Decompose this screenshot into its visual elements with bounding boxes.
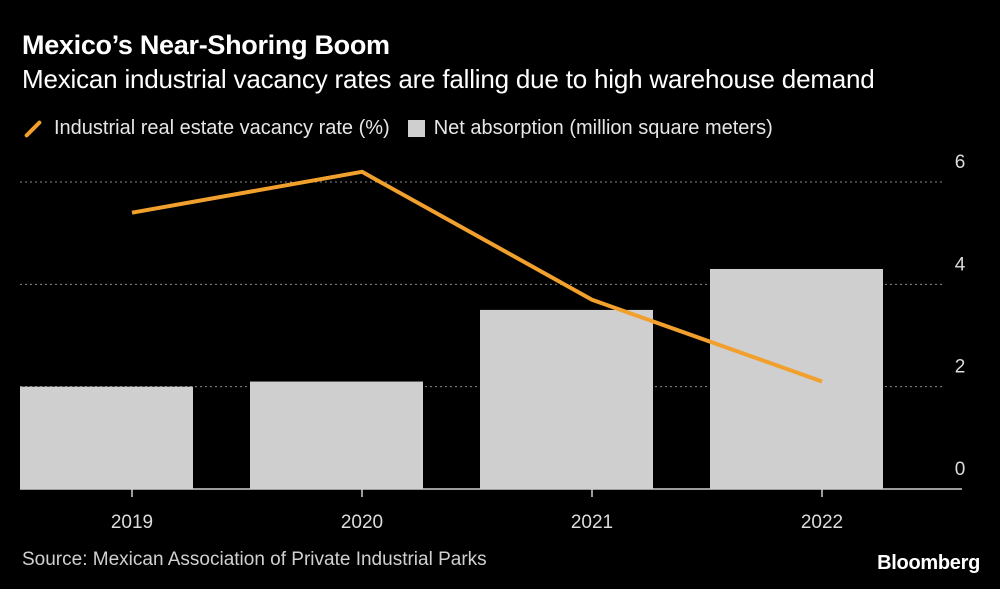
chart-subtitle: Mexican industrial vacancy rates are fal… [22, 64, 875, 94]
chart-title: Mexico’s Near-Shoring Boom [22, 30, 390, 60]
source-note: Source: Mexican Association of Private I… [22, 549, 487, 570]
x-tick-label: 2022 [801, 512, 843, 533]
y-tick-label: 0 [955, 459, 966, 480]
x-tick-label: 2019 [111, 512, 153, 533]
y-tick-label: 4 [955, 254, 966, 275]
legend-box-swatch [407, 120, 425, 137]
bar [250, 381, 423, 489]
y-tick-label: 2 [955, 357, 966, 378]
legend-label-vacancy: Industrial real estate vacancy rate (%) [54, 117, 390, 139]
vacancy-rate-line [131, 169, 823, 384]
legend-label-absorption: Net absorption (million square meters) [433, 117, 773, 139]
x-tick-label: 2021 [571, 512, 613, 533]
bar [20, 386, 193, 489]
bar [710, 268, 883, 489]
y-tick-label: 6 [955, 152, 966, 173]
legend: Industrial real estate vacancy rate (%) … [22, 117, 791, 140]
bar [480, 309, 653, 489]
bloomberg-logo: Bloomberg [877, 552, 980, 574]
x-tick-label: 2020 [341, 512, 383, 533]
legend-item-vacancy: Industrial real estate vacancy rate (%) [22, 117, 390, 140]
legend-item-absorption: Net absorption (million square meters) [407, 117, 773, 140]
